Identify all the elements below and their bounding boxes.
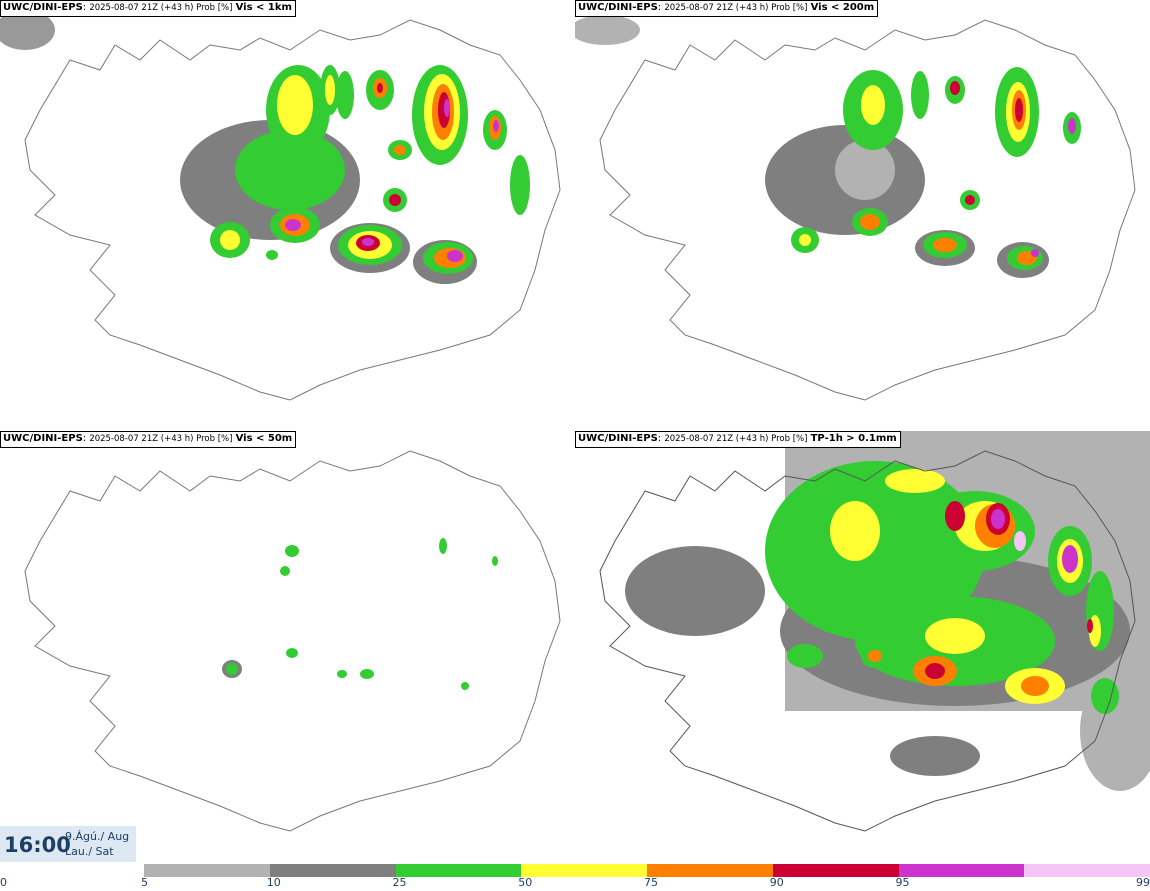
map-panel-vis-1km: UWC/DINI-EPS: 2025-08-07 21Z (+43 h) Pro… xyxy=(0,0,575,431)
map-canvas xyxy=(0,10,561,401)
model-name: UWC/DINI-EPS xyxy=(578,433,658,444)
parameter-label: TP-1h > 0.1mm xyxy=(810,433,897,444)
colorbar-tick-label: 10 xyxy=(266,876,281,889)
run-info: 2025-08-07 21Z (+43 h) Prob [%] xyxy=(664,434,808,444)
panel-title: UWC/DINI-EPS: 2025-08-07 21Z (+43 h) Pro… xyxy=(0,0,296,17)
iceland-coastline xyxy=(24,450,561,832)
colorbar-tick-label: 95 xyxy=(895,876,910,889)
map-panel-precip: UWC/DINI-EPS: 2025-08-07 21Z (+43 h) Pro… xyxy=(575,431,1150,862)
colorbar-tick-label: 5 xyxy=(141,876,148,889)
probability-colorbar xyxy=(144,864,1150,877)
model-name: UWC/DINI-EPS xyxy=(3,433,83,444)
forecast-time: 16:00 xyxy=(4,833,71,857)
map-canvas xyxy=(24,450,561,832)
colorbar-tick-label: 25 xyxy=(392,876,407,889)
iceland-coastline xyxy=(599,450,1136,832)
colorbar-tick-label: 50 xyxy=(518,876,533,889)
forecast-time-box: 16:00 9.Ágú./ Aug Lau./ Sat xyxy=(0,826,136,862)
parameter-label: Vis < 1km xyxy=(235,2,292,13)
colorbar-tick-label: 0 xyxy=(0,876,7,889)
map-canvas xyxy=(575,15,1136,401)
colorbar-segment xyxy=(898,864,1025,877)
panel-title: UWC/DINI-EPS: 2025-08-07 21Z (+43 h) Pro… xyxy=(575,431,901,448)
run-info: 2025-08-07 21Z (+43 h) Prob [%] xyxy=(89,434,233,444)
map-panel-vis-200m: UWC/DINI-EPS: 2025-08-07 21Z (+43 h) Pro… xyxy=(575,0,1150,431)
colorbar-segment xyxy=(1024,864,1150,877)
parameter-label: Vis < 200m xyxy=(810,2,875,13)
parameter-label: Vis < 50m xyxy=(235,433,293,444)
panel-title: UWC/DINI-EPS: 2025-08-07 21Z (+43 h) Pro… xyxy=(575,0,879,17)
colorbar-tick-label: 90 xyxy=(769,876,784,889)
colorbar-segment xyxy=(647,864,774,877)
colorbar-segment xyxy=(395,864,522,877)
iceland-coastline xyxy=(24,19,561,401)
colorbar-tick-label: 99 xyxy=(1136,876,1150,889)
panel-title: UWC/DINI-EPS: 2025-08-07 21Z (+43 h) Pro… xyxy=(0,431,297,448)
forecast-weekday: Lau./ Sat xyxy=(65,845,114,858)
iceland-coastline xyxy=(599,19,1136,401)
forecast-date: 9.Ágú./ Aug xyxy=(65,830,130,843)
colorbar-segment xyxy=(269,864,396,877)
colorbar-segment xyxy=(521,864,648,877)
colorbar-segment xyxy=(144,864,271,877)
model-name: UWC/DINI-EPS xyxy=(578,2,658,13)
run-info: 2025-08-07 21Z (+43 h) Prob [%] xyxy=(89,3,233,13)
run-info: 2025-08-07 21Z (+43 h) Prob [%] xyxy=(664,3,808,13)
map-panel-vis-50m: UWC/DINI-EPS: 2025-08-07 21Z (+43 h) Pro… xyxy=(0,431,575,862)
colorbar-segment xyxy=(772,864,899,877)
map-canvas xyxy=(599,431,1150,832)
colorbar-tick-label: 75 xyxy=(644,876,658,889)
model-name: UWC/DINI-EPS xyxy=(3,2,83,13)
